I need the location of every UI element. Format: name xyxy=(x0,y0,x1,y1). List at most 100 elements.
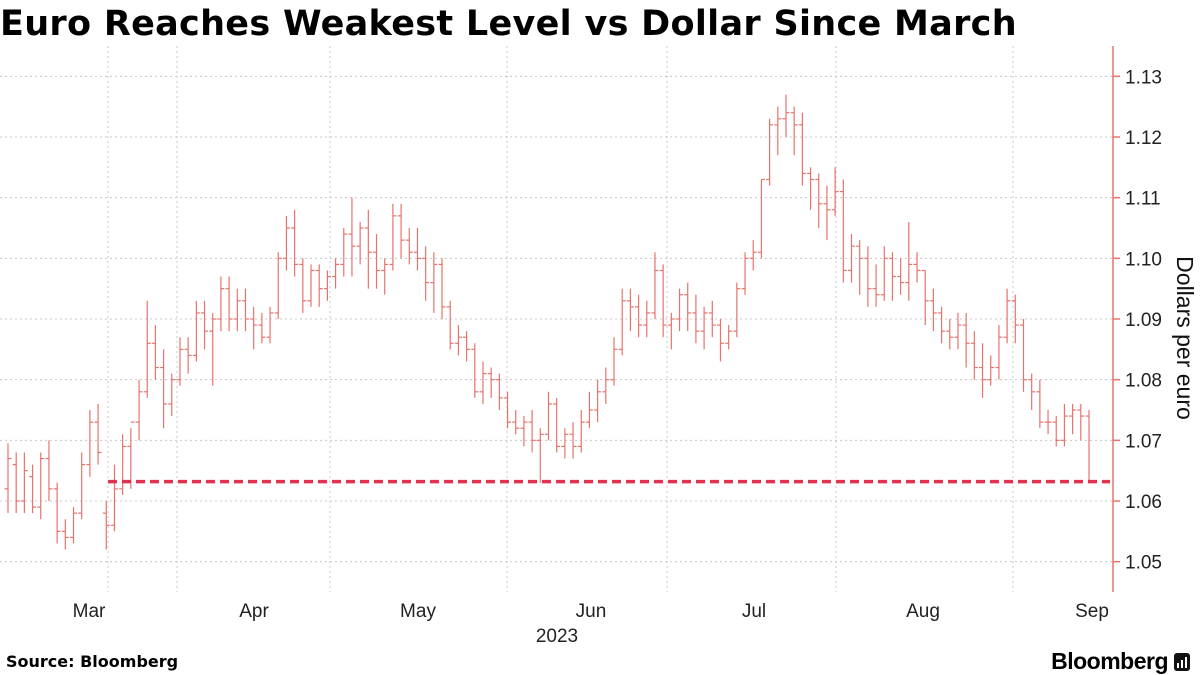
ohlc-bar xyxy=(61,519,69,550)
ohlc-bar xyxy=(905,221,913,301)
x-tick-label: Aug xyxy=(906,601,940,622)
y-tick-label: 1.08 xyxy=(1125,371,1162,392)
ohlc-bar xyxy=(880,246,888,301)
ohlc-bar xyxy=(430,252,438,313)
ohlc-bar xyxy=(839,179,847,283)
ohlc-bar xyxy=(86,410,94,477)
bloomberg-logo: Bloomberg xyxy=(1051,648,1190,675)
ohlc-bar xyxy=(471,343,479,398)
ohlc-bar xyxy=(708,300,716,338)
ohlc-bar xyxy=(848,234,856,283)
ohlc-bar xyxy=(53,482,61,544)
ohlc-bar xyxy=(20,452,28,514)
ohlc-bars xyxy=(4,94,1093,550)
ohlc-bar xyxy=(561,428,569,459)
ohlc-bar xyxy=(1085,410,1093,483)
ohlc-bar xyxy=(504,391,512,429)
ohlc-bar xyxy=(1052,416,1060,447)
ohlc-bar xyxy=(102,501,110,550)
ohlc-bar xyxy=(176,337,184,386)
ohlc-bar xyxy=(151,325,159,380)
x-axis-year-label: 2023 xyxy=(536,626,578,647)
ohlc-bar xyxy=(209,312,217,386)
ohlc-bar xyxy=(757,178,765,259)
ohlc-bar xyxy=(725,325,733,350)
ohlc-bar xyxy=(987,355,995,386)
ohlc-bar xyxy=(422,246,430,301)
ohlc-bar xyxy=(1036,379,1044,429)
brand-text: Bloomberg xyxy=(1051,648,1168,674)
ohlc-bar xyxy=(815,173,823,228)
ohlc-bar xyxy=(692,294,700,344)
ohlc-bar xyxy=(479,361,487,404)
ohlc-bar xyxy=(1019,319,1027,392)
ohlc-bar xyxy=(602,367,610,404)
ohlc-bar xyxy=(127,421,135,489)
ohlc-bar xyxy=(749,240,757,271)
y-tick-label: 1.11 xyxy=(1125,189,1161,210)
ohlc-bar xyxy=(831,167,839,216)
ohlc-bar xyxy=(995,325,1003,380)
ohlc-bar xyxy=(487,367,495,398)
y-tick-label: 1.09 xyxy=(1125,310,1162,331)
ohlc-bar xyxy=(798,112,806,186)
ohlc-bar xyxy=(946,319,954,350)
x-axis: Mar Apr May Jun Jul Aug Sep xyxy=(73,601,1109,622)
ohlc-bar xyxy=(340,228,348,277)
ohlc-bar xyxy=(1011,294,1019,344)
y-tick-label: 1.10 xyxy=(1125,249,1162,270)
ohlc-bar xyxy=(282,215,290,271)
ohlc-bar xyxy=(241,288,249,332)
ohlc-bar xyxy=(1003,288,1011,344)
ohlc-bar xyxy=(45,440,53,501)
ohlc-bar xyxy=(438,258,446,319)
ohlc-bar xyxy=(520,416,528,447)
ohlc-bar xyxy=(676,288,684,332)
ohlc-bar xyxy=(1069,403,1077,435)
ohlc-bar xyxy=(536,428,544,483)
ohlc-bar xyxy=(110,464,118,532)
ohlc-bar xyxy=(135,379,143,441)
ohlc-bar xyxy=(667,312,675,350)
ohlc-bar xyxy=(856,240,864,295)
ohlc-bar xyxy=(315,264,323,307)
ohlc-bar xyxy=(356,221,364,265)
ohlc-bar xyxy=(929,288,937,332)
ohlc-bar xyxy=(635,294,643,338)
ohlc-bar xyxy=(872,264,880,307)
ohlc-bar xyxy=(168,373,176,417)
ohlc-bar xyxy=(545,391,552,441)
ohlc-bar xyxy=(364,209,372,289)
ohlc-bar xyxy=(373,234,381,289)
ohlc-bar xyxy=(299,258,307,313)
y-axis-label: Dollars per euro xyxy=(1172,256,1198,420)
ohlc-bar xyxy=(651,252,659,319)
ohlc-bar xyxy=(528,410,536,453)
ohlc-bar xyxy=(962,312,970,368)
ohlc-bar xyxy=(921,269,929,326)
ohlc-bar xyxy=(790,106,798,156)
ohlc-bar xyxy=(184,337,192,374)
x-tick-label: Mar xyxy=(73,601,106,622)
ohlc-bar xyxy=(938,306,946,344)
ohlc-bar xyxy=(307,264,315,307)
x-tick-label: May xyxy=(400,601,436,622)
ohlc-bar xyxy=(495,373,503,410)
ohlc-bar xyxy=(577,410,585,453)
ohlc-bar xyxy=(70,507,78,544)
y-tick-label: 1.05 xyxy=(1125,553,1162,574)
ohlc-bar xyxy=(569,422,577,459)
y-tick-label: 1.12 xyxy=(1125,128,1162,149)
bloomberg-bar-icon xyxy=(1174,652,1190,671)
grid xyxy=(0,46,1113,592)
ohlc-bar xyxy=(291,209,299,277)
ohlc-bar xyxy=(405,228,413,265)
ohlc-bar xyxy=(626,288,634,332)
ohlc-bar xyxy=(864,246,872,307)
ohlc-bar xyxy=(700,306,708,350)
ohlc-bar xyxy=(643,300,651,338)
ohlc-bar xyxy=(413,228,421,271)
ohlc-bar xyxy=(323,270,331,301)
ohlc-bar xyxy=(454,325,462,356)
